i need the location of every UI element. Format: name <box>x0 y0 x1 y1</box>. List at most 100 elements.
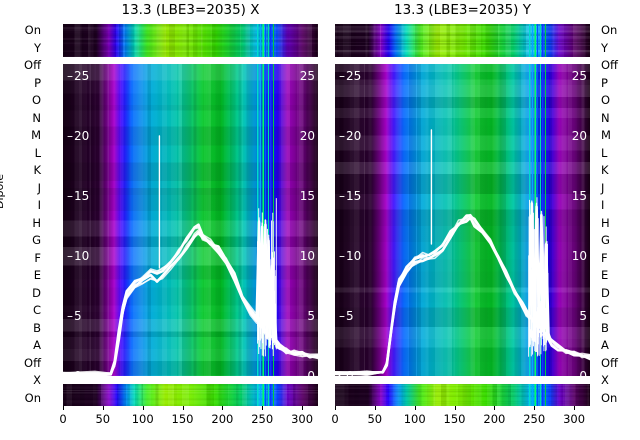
letter-tick-left-a-18: A <box>33 338 41 353</box>
x-axis-right: 0 50 100 150 200 250 300 <box>331 406 590 440</box>
y-tick-left-right-15: 15 <box>299 189 315 203</box>
x-tick-mark-right-100 <box>414 406 416 410</box>
outer-y-axis-label: Dipole <box>0 173 7 210</box>
panel-title-left: 13.3 (LBE3=2035) X <box>121 2 260 18</box>
panel-title-right: 13.3 (LBE3=2035) Y <box>394 2 531 18</box>
x-axis-left: 0 50 100 150 200 250 300 <box>59 406 318 440</box>
x-tick-label-left-50: 50 <box>95 412 111 426</box>
x-tick-mark-left-300 <box>302 406 304 410</box>
letter-tick-right-a-18: A <box>601 338 609 353</box>
letter-tick-right-f-13: F <box>601 250 608 265</box>
x-tick-mark-left-200 <box>222 406 224 410</box>
x-tick-label-left-100: 100 <box>131 412 154 426</box>
x-tick-mark-left-0 <box>63 406 64 410</box>
letter-tick-right-n-5: N <box>601 110 610 125</box>
heatmap-image-main-right <box>335 64 590 376</box>
heatmap-image-bottom-left <box>63 384 318 406</box>
letter-tick-right-y-1: Y <box>601 40 609 55</box>
letter-tick-left-off-2: Off <box>24 58 41 73</box>
x-tick-label-left-200: 200 <box>211 412 234 426</box>
heatmap-panel-right[interactable]: –25 25 –20 20 –15 15 –10 10 –5 5 –0 0 <box>335 24 590 406</box>
letter-tick-left-i-10: I <box>37 198 41 213</box>
x-tick-mark-right-50 <box>374 406 376 410</box>
letter-tick-right-j-9: J <box>601 180 605 195</box>
letter-tick-left-b-17: B <box>33 320 41 335</box>
heatmap-strip-top-left <box>63 24 318 57</box>
letter-tick-right-p-3: P <box>601 75 608 90</box>
x-tick-mark-left-150 <box>182 406 184 410</box>
letter-tick-column-left: On Y Off P O N M L K J I H G F E D C B A Off X On <box>14 24 44 406</box>
letter-tick-right-x-20: X <box>601 373 609 388</box>
y-tick-right-right-10: 10 <box>571 249 587 263</box>
letter-tick-right-o-4: O <box>601 93 611 108</box>
letter-tick-right-i-10: I <box>601 198 605 213</box>
letter-tick-left-d-15: D <box>32 285 41 300</box>
letter-tick-right-c-16: C <box>601 303 610 318</box>
letter-tick-left-n-5: N <box>32 110 41 125</box>
y-tick-right-left-10: –10 <box>339 249 362 263</box>
x-tick-mark-right-200 <box>494 406 496 410</box>
letter-tick-right-on-0: On <box>601 23 618 37</box>
x-tick-label-right-100: 100 <box>403 412 426 426</box>
letter-tick-left-o-4: O <box>31 93 41 108</box>
letter-tick-column-right: On Y Off P O N M L K J I H G F E D C B A Off X On <box>596 24 626 406</box>
y-tick-left-left-15: –15 <box>67 189 90 203</box>
x-tick-label-left-0: 0 <box>59 412 67 426</box>
y-tick-left-left-5: –5 <box>67 309 82 323</box>
x-tick-mark-right-0 <box>335 406 336 410</box>
letter-tick-right-m-6: M <box>601 128 611 143</box>
y-tick-right-right-20: 20 <box>571 129 587 143</box>
heatmap-strip-main-left <box>63 64 318 376</box>
letter-tick-left-c-16: C <box>32 303 41 318</box>
y-tick-left-right-25: 25 <box>299 69 315 83</box>
letter-tick-right-b-17: B <box>601 320 609 335</box>
letter-tick-left-f-13: F <box>34 250 41 265</box>
y-tick-left-left-0: –0 <box>67 369 82 383</box>
x-tick-mark-left-250 <box>262 406 264 410</box>
x-tick-mark-left-50 <box>102 406 104 410</box>
x-tick-label-left-150: 150 <box>171 412 194 426</box>
y-tick-right-left-15: –15 <box>339 189 362 203</box>
x-tick-label-right-50: 50 <box>367 412 383 426</box>
x-tick-mark-right-250 <box>534 406 536 410</box>
letter-tick-left-off-19: Off <box>24 355 41 370</box>
y-tick-right-right-25: 25 <box>571 69 587 83</box>
heatmap-strip-bottom-right <box>335 384 590 406</box>
y-tick-left-left-10: –10 <box>67 249 90 263</box>
panel-gap <box>318 24 335 406</box>
heatmap-strip-main-right <box>335 64 590 376</box>
letter-tick-left-k-8: K <box>33 163 41 178</box>
heatmap-strip-top-right <box>335 24 590 57</box>
letter-tick-right-e-14: E <box>601 268 609 283</box>
letter-tick-right-off-2: Off <box>601 58 618 73</box>
x-tick-label-left-250: 250 <box>251 412 274 426</box>
letter-tick-left-l-7: L <box>34 145 41 160</box>
heatmap-panel-left[interactable]: –25 25 –20 20 –15 15 –10 10 –5 5 –0 0 <box>63 24 318 406</box>
x-tick-label-right-250: 250 <box>523 412 546 426</box>
y-tick-right-left-0: –0 <box>339 369 354 383</box>
heatmap-image-top-left <box>63 24 318 57</box>
letter-tick-right-off-19: Off <box>601 355 618 370</box>
letter-tick-left-on-0: On <box>24 23 41 37</box>
y-tick-left-right-10: 10 <box>299 249 315 263</box>
y-tick-right-right-15: 15 <box>571 189 587 203</box>
y-tick-left-left-20: –20 <box>67 129 90 143</box>
letter-tick-right-d-15: D <box>601 285 610 300</box>
letter-tick-left-x-20: X <box>33 373 41 388</box>
letter-tick-left-p-3: P <box>34 75 41 90</box>
y-tick-left-right-20: 20 <box>299 129 315 143</box>
x-tick-mark-left-100 <box>142 406 144 410</box>
x-tick-label-right-150: 150 <box>443 412 466 426</box>
letter-tick-left-m-6: M <box>31 128 41 143</box>
letter-tick-right-h-11: H <box>601 215 610 230</box>
x-tick-label-right-300: 300 <box>563 412 586 426</box>
y-tick-right-left-25: –25 <box>339 69 362 83</box>
letter-tick-right-g-12: G <box>601 233 610 248</box>
letter-tick-left-g-12: G <box>32 233 41 248</box>
x-tick-mark-right-300 <box>574 406 576 410</box>
y-tick-right-left-5: –5 <box>339 309 354 323</box>
heatmap-image-top-right <box>335 24 590 57</box>
heatmap-strip-bottom-left <box>63 384 318 406</box>
y-tick-left-right-0: 0 <box>307 369 315 383</box>
x-tick-label-right-200: 200 <box>483 412 506 426</box>
